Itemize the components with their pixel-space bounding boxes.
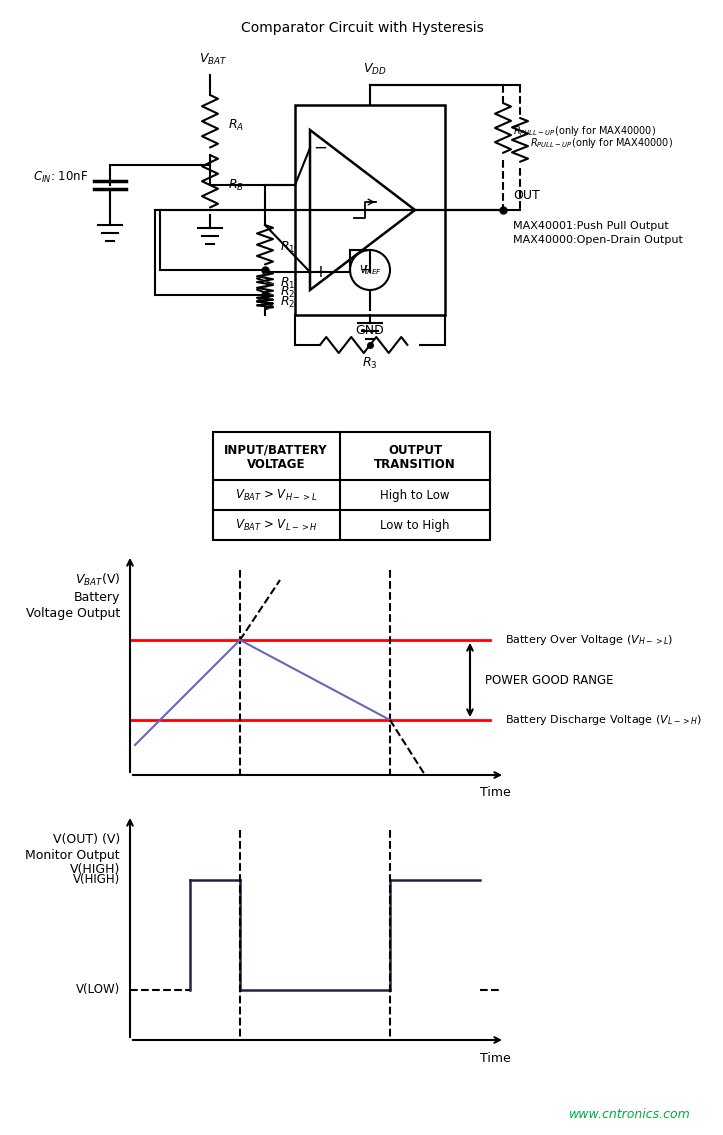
- Text: $R_1$: $R_1$: [280, 276, 296, 291]
- Text: +: +: [313, 263, 327, 281]
- Text: V(HIGH): V(HIGH): [73, 874, 120, 886]
- Text: $R_{PULL-UP}$(only for MAX40000): $R_{PULL-UP}$(only for MAX40000): [530, 136, 673, 150]
- Text: Monitor Output: Monitor Output: [25, 849, 120, 861]
- Text: POWER GOOD RANGE: POWER GOOD RANGE: [485, 673, 614, 687]
- Text: $V_{BAT}$(V): $V_{BAT}$(V): [74, 572, 120, 588]
- Bar: [295, 106, 445, 316]
- Text: $R_B$: $R_B$: [228, 177, 244, 193]
- Text: $R_2$: $R_2$: [280, 294, 295, 310]
- Text: $V_{DD}$: $V_{DD}$: [363, 62, 387, 77]
- Text: Time: Time: [479, 1051, 510, 1065]
- Text: $R_A$: $R_A$: [228, 117, 244, 133]
- Text: $R_{PULL-UP}$(only for MAX40000): $R_{PULL-UP}$(only for MAX40000): [513, 124, 656, 138]
- Text: GND: GND: [356, 323, 385, 336]
- Text: $R_1$: $R_1$: [280, 239, 296, 254]
- Text: $V_{BAT}$: $V_{BAT}$: [199, 52, 227, 67]
- Text: $V_{BAT}$ > $V_{L->H}$: $V_{BAT}$ > $V_{L->H}$: [234, 518, 317, 532]
- Text: MAX40001:Push Pull Output: MAX40001:Push Pull Output: [513, 221, 669, 232]
- Text: Comparator Circuit with Hysteresis: Comparator Circuit with Hysteresis: [241, 22, 484, 35]
- Text: TRANSITION: TRANSITION: [374, 457, 456, 471]
- Text: Time: Time: [479, 787, 510, 799]
- Text: $R_3$: $R_3$: [362, 355, 378, 370]
- Text: V(HIGH): V(HIGH): [69, 864, 120, 876]
- Text: High to Low: High to Low: [380, 488, 450, 502]
- Text: OUT: OUT: [513, 190, 540, 202]
- Text: $R_2$: $R_2$: [280, 285, 295, 300]
- Bar: [213, 432, 490, 540]
- Text: V(OUT) (V): V(OUT) (V): [53, 833, 120, 847]
- Text: www.cntronics.com: www.cntronics.com: [569, 1109, 691, 1121]
- Text: +: +: [359, 263, 371, 277]
- Text: Low to High: Low to High: [380, 519, 450, 531]
- Text: Battery Discharge Voltage ($V_{L->H}$): Battery Discharge Voltage ($V_{L->H}$): [505, 713, 702, 728]
- Text: Voltage Output: Voltage Output: [26, 607, 120, 621]
- Text: INPUT/BATTERY: INPUT/BATTERY: [224, 444, 328, 456]
- Text: $V_{REF}$: $V_{REF}$: [359, 263, 382, 277]
- Text: Battery: Battery: [74, 591, 120, 605]
- Text: $V_{BAT}$ > $V_{H->L}$: $V_{BAT}$ > $V_{H->L}$: [235, 487, 317, 503]
- Text: MAX40000:Open-Drain Output: MAX40000:Open-Drain Output: [513, 235, 683, 245]
- Text: V(LOW): V(LOW): [76, 984, 120, 997]
- Text: OUTPUT: OUTPUT: [388, 444, 442, 456]
- Text: −: −: [313, 138, 327, 157]
- Text: VOLTAGE: VOLTAGE: [247, 457, 305, 471]
- Text: $C_{IN}$: 10nF: $C_{IN}$: 10nF: [33, 169, 88, 185]
- Text: Battery Over Voltage ($V_{H->L}$): Battery Over Voltage ($V_{H->L}$): [505, 633, 673, 647]
